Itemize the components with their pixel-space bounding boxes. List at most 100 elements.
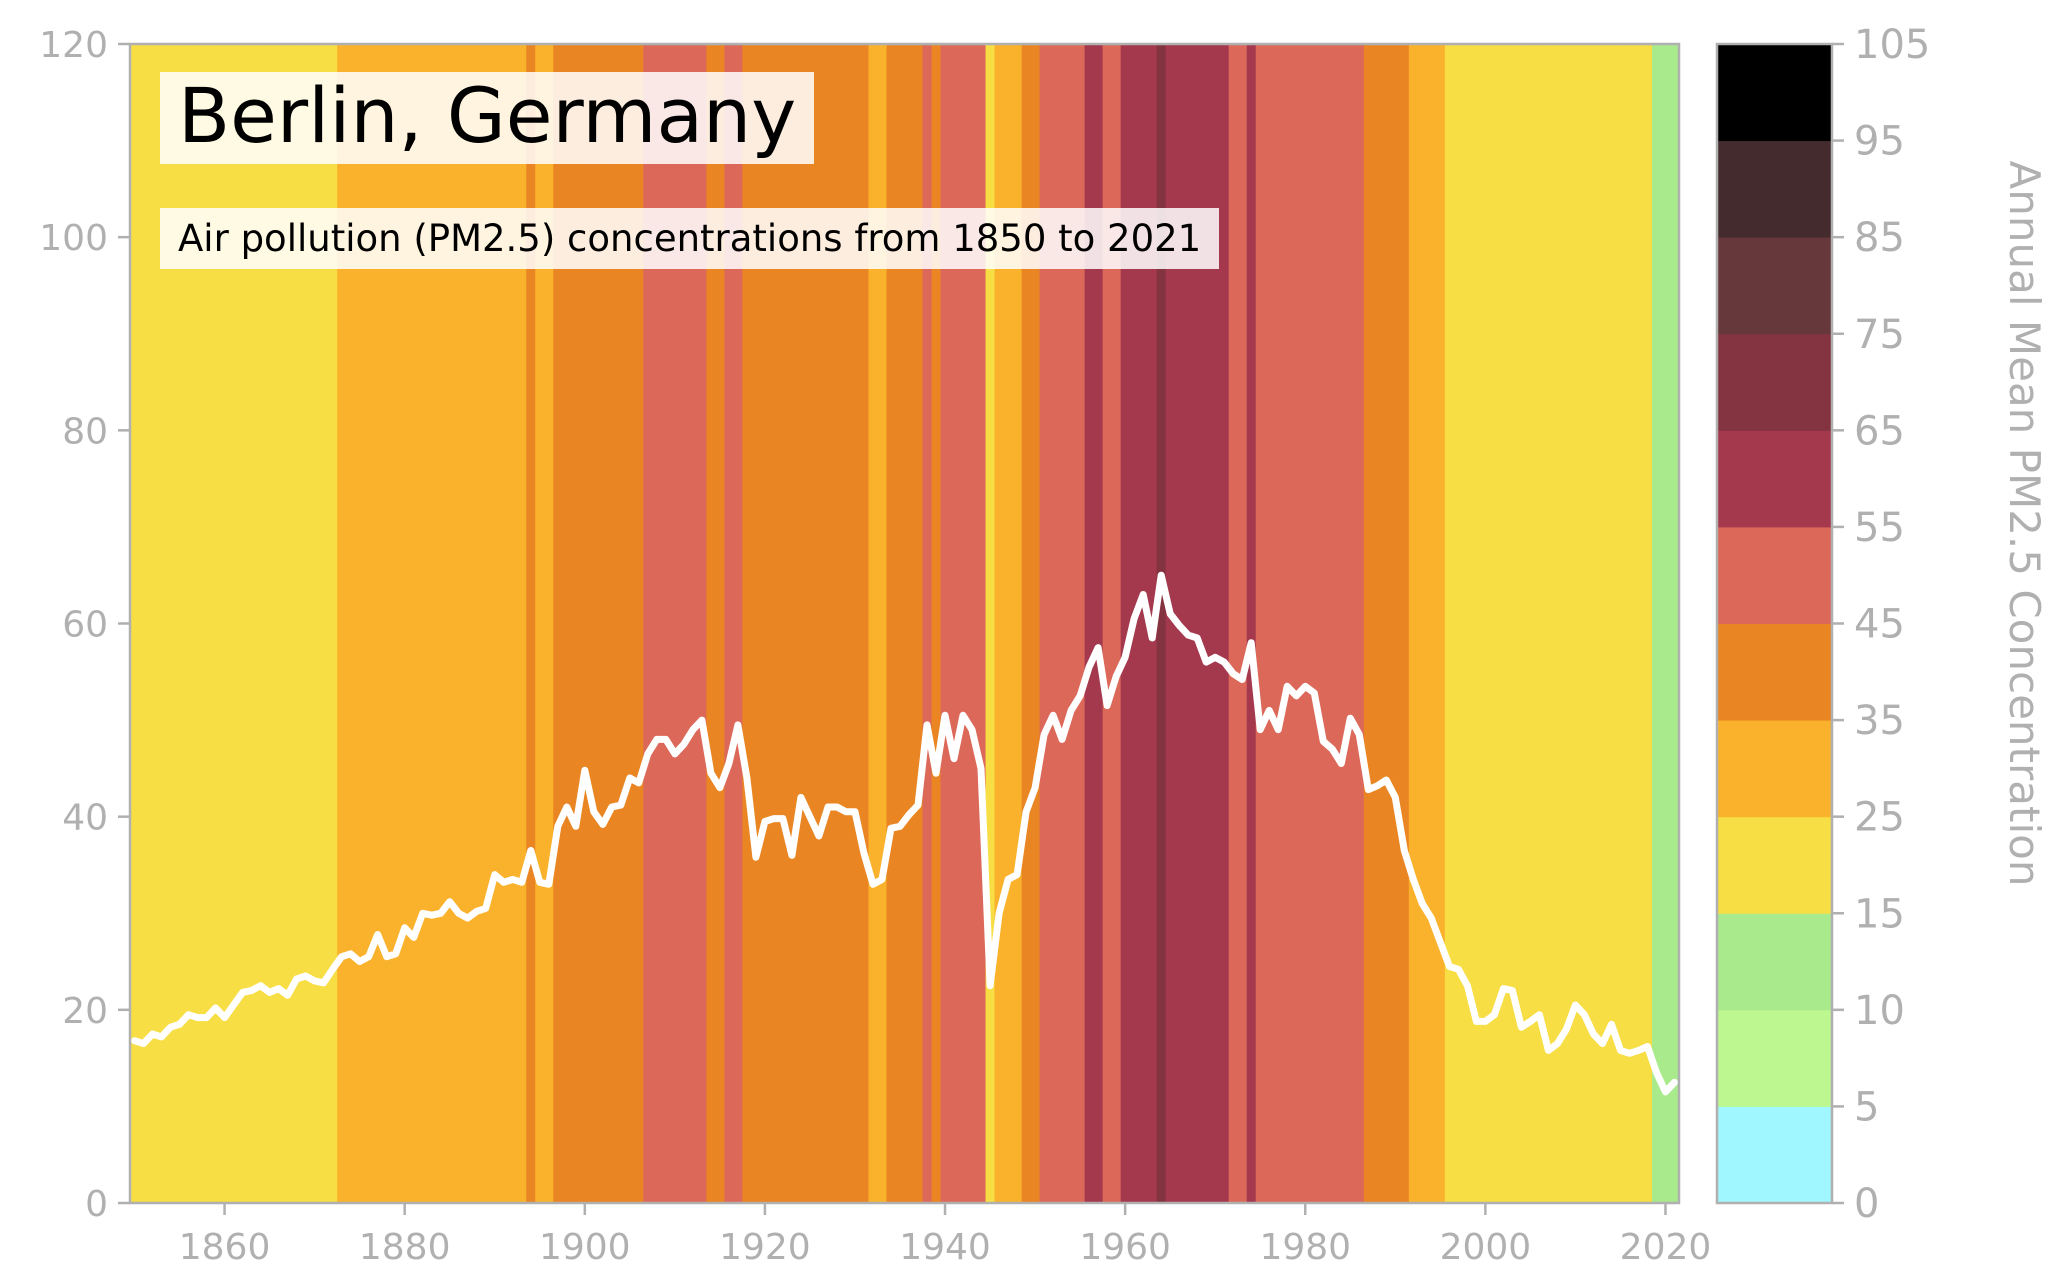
stripe-1869	[301, 44, 311, 1203]
stripe-1902	[598, 44, 608, 1203]
stripe-1945	[985, 44, 996, 1203]
stripe-1859	[211, 44, 221, 1203]
stripe-1870	[310, 44, 320, 1203]
x-axis: 1860 1880 1900 1920 1940 1960 1980 2000 2020	[179, 1203, 1711, 1268]
stripe-2003	[1507, 44, 1518, 1203]
colorbar-tick-label: 35	[1854, 698, 1905, 744]
stripe-1956	[1084, 44, 1095, 1203]
colorbar-label: Annual Mean PM2.5 Concentration	[2000, 161, 2049, 887]
stripe-1874	[346, 44, 356, 1203]
stripe-1894	[526, 44, 536, 1203]
stripe-1897	[553, 44, 563, 1203]
stripe-1922	[778, 44, 789, 1203]
y-tick-label: 20	[62, 991, 108, 1032]
stripe-1964	[1156, 44, 1167, 1203]
stripe-2010	[1570, 44, 1581, 1203]
stripe-1886	[454, 44, 464, 1203]
colorbar-tick-label: 0	[1854, 1181, 1879, 1227]
colorbar-tick-label: 95	[1854, 119, 1905, 165]
colorbar	[1715, 42, 1834, 1205]
stripe-1876	[364, 44, 374, 1203]
stripe-1985	[1345, 44, 1356, 1203]
x-tick-label: 1940	[899, 1227, 991, 1268]
stripe-2015	[1615, 44, 1626, 1203]
stripe-1857	[193, 44, 203, 1203]
stripe-2000	[1480, 44, 1491, 1203]
stripe-1994	[1426, 44, 1437, 1203]
stripe-1932	[868, 44, 879, 1203]
colorbar-tick-label: 65	[1854, 408, 1905, 454]
colorbar-axis: 0 5 10 15 25 35 45 55 65 75 85 95 105	[1832, 22, 1930, 1227]
stripe-2020	[1660, 44, 1671, 1203]
stripe-1960	[1120, 44, 1131, 1203]
stripe-1990	[1390, 44, 1401, 1203]
x-tick-label: 1980	[1259, 1227, 1351, 1268]
stripe-1923	[787, 44, 798, 1203]
stripe-2001	[1489, 44, 1500, 1203]
stripe-1911	[679, 44, 689, 1203]
stripe-1958	[1102, 44, 1113, 1203]
y-tick-label: 0	[85, 1184, 108, 1225]
stripe-1936	[904, 44, 915, 1203]
stripe-1879	[391, 44, 401, 1203]
stripe-1944	[976, 44, 987, 1203]
stripe-1939	[931, 44, 942, 1203]
stripe-1854	[166, 44, 176, 1203]
stripe-1871	[319, 44, 329, 1203]
stripe-1864	[256, 44, 266, 1203]
y-tick-label: 60	[62, 605, 108, 646]
stripe-1950	[1030, 44, 1041, 1203]
stripe-1938	[922, 44, 933, 1203]
chart-title: Berlin, Germany	[178, 71, 797, 160]
stripe-2018	[1642, 44, 1653, 1203]
stripe-1937	[913, 44, 924, 1203]
stripe-1940	[940, 44, 951, 1203]
stripe-1965	[1165, 44, 1176, 1203]
stripe-1978	[1282, 44, 1293, 1203]
stripe-1883	[427, 44, 437, 1203]
stripe-1926	[814, 44, 825, 1203]
stripe-1946	[994, 44, 1005, 1203]
colorbar-tick-label: 15	[1854, 891, 1905, 937]
stripe-1868	[292, 44, 302, 1203]
stripe-1910	[670, 44, 680, 1203]
colorbar-bin	[1717, 140, 1832, 238]
colorbar-bin	[1717, 816, 1832, 914]
stripe-1983	[1327, 44, 1338, 1203]
colorbar-tick-label: 45	[1854, 602, 1905, 648]
stripe-1991	[1399, 44, 1410, 1203]
stripe-1891	[499, 44, 509, 1203]
stripe-1875	[355, 44, 365, 1203]
colorbar-tick-label: 25	[1854, 795, 1905, 841]
x-tick-label: 1960	[1079, 1227, 1171, 1268]
stripe-1909	[661, 44, 671, 1203]
stripe-1890	[490, 44, 500, 1203]
stripe-2007	[1543, 44, 1554, 1203]
stripe-1872	[328, 44, 338, 1203]
stripe-1957	[1093, 44, 1104, 1203]
stripe-1900	[580, 44, 590, 1203]
stripe-1884	[436, 44, 446, 1203]
colorbar-bin	[1717, 1009, 1832, 1107]
x-tick-label: 1900	[539, 1227, 631, 1268]
colorbar-tick-label: 10	[1854, 988, 1905, 1034]
colorbar-tick-label: 85	[1854, 215, 1905, 261]
stripe-1896	[544, 44, 554, 1203]
stripe-2017	[1633, 44, 1644, 1203]
stripe-1921	[769, 44, 780, 1203]
stripe-1951	[1039, 44, 1050, 1203]
stripe-2009	[1561, 44, 1572, 1203]
stripe-1852	[148, 44, 158, 1203]
stripe-1975	[1255, 44, 1266, 1203]
stripe-1920	[760, 44, 771, 1203]
stripe-1912	[688, 44, 698, 1203]
stripe-1885	[445, 44, 455, 1203]
stripe-1941	[949, 44, 960, 1203]
stripe-1929	[841, 44, 852, 1203]
colorbar-tick-label: 5	[1854, 1084, 1879, 1130]
stripe-1977	[1273, 44, 1284, 1203]
chart-subtitle: Air pollution (PM2.5) concentrations fro…	[178, 217, 1202, 260]
stripe-1954	[1066, 44, 1077, 1203]
stripe-1882	[418, 44, 428, 1203]
